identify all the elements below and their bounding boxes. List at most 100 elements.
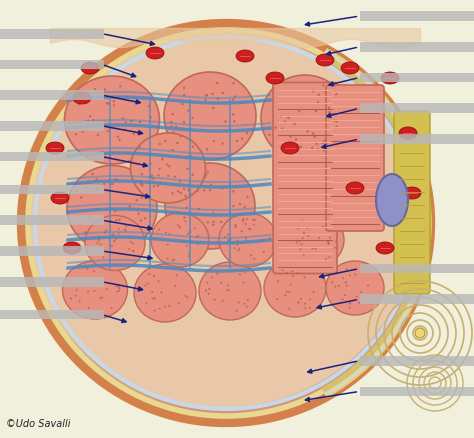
Ellipse shape xyxy=(199,262,261,320)
Ellipse shape xyxy=(346,183,364,194)
Bar xyxy=(360,356,474,366)
Circle shape xyxy=(303,232,305,234)
Circle shape xyxy=(322,85,325,87)
Circle shape xyxy=(88,307,90,309)
Circle shape xyxy=(186,156,188,159)
Circle shape xyxy=(95,208,98,211)
Circle shape xyxy=(177,225,179,226)
Circle shape xyxy=(77,99,79,101)
Circle shape xyxy=(191,174,194,177)
Circle shape xyxy=(96,189,99,191)
Ellipse shape xyxy=(403,187,421,200)
Bar xyxy=(360,135,474,145)
Circle shape xyxy=(415,328,425,338)
Circle shape xyxy=(355,274,356,276)
Circle shape xyxy=(206,149,208,151)
Ellipse shape xyxy=(219,213,277,267)
Circle shape xyxy=(93,271,95,273)
Circle shape xyxy=(100,121,103,124)
Circle shape xyxy=(184,195,187,198)
Bar xyxy=(0,247,104,256)
Ellipse shape xyxy=(46,143,64,155)
Circle shape xyxy=(76,290,78,292)
Circle shape xyxy=(204,99,207,102)
Circle shape xyxy=(253,224,255,226)
Ellipse shape xyxy=(236,51,254,63)
Circle shape xyxy=(328,112,331,114)
Circle shape xyxy=(235,226,237,228)
Circle shape xyxy=(148,273,150,276)
Circle shape xyxy=(78,104,80,106)
Circle shape xyxy=(116,291,118,293)
Circle shape xyxy=(188,255,190,258)
Circle shape xyxy=(149,163,152,166)
Circle shape xyxy=(204,177,206,179)
Circle shape xyxy=(89,116,91,118)
Circle shape xyxy=(311,147,313,150)
Circle shape xyxy=(298,302,300,304)
Circle shape xyxy=(165,232,167,234)
Circle shape xyxy=(189,193,191,196)
Circle shape xyxy=(276,298,278,300)
Circle shape xyxy=(235,215,237,218)
Circle shape xyxy=(117,136,119,139)
Bar xyxy=(0,216,104,226)
Circle shape xyxy=(185,207,188,209)
Circle shape xyxy=(303,254,305,257)
Circle shape xyxy=(241,138,243,141)
Circle shape xyxy=(315,110,318,113)
Circle shape xyxy=(111,184,114,186)
Circle shape xyxy=(184,221,186,223)
Circle shape xyxy=(118,219,121,222)
Circle shape xyxy=(128,249,130,251)
Circle shape xyxy=(214,299,216,301)
Circle shape xyxy=(321,142,324,145)
Circle shape xyxy=(316,143,318,146)
Circle shape xyxy=(136,199,138,202)
Circle shape xyxy=(199,185,201,187)
Circle shape xyxy=(152,298,154,300)
Circle shape xyxy=(361,300,364,302)
Ellipse shape xyxy=(81,63,99,75)
Circle shape xyxy=(304,276,306,279)
Circle shape xyxy=(287,145,290,148)
Circle shape xyxy=(158,229,160,231)
Circle shape xyxy=(106,103,108,105)
Circle shape xyxy=(100,244,102,246)
Circle shape xyxy=(185,245,188,247)
Ellipse shape xyxy=(399,128,417,140)
Circle shape xyxy=(125,97,128,99)
Circle shape xyxy=(313,135,316,138)
Ellipse shape xyxy=(64,77,159,165)
Circle shape xyxy=(149,177,152,179)
Circle shape xyxy=(149,164,151,166)
Circle shape xyxy=(176,142,179,145)
Circle shape xyxy=(313,291,315,293)
Circle shape xyxy=(232,99,235,102)
Circle shape xyxy=(132,251,134,252)
Circle shape xyxy=(118,139,121,141)
Circle shape xyxy=(130,120,133,123)
Circle shape xyxy=(195,237,197,238)
Circle shape xyxy=(130,242,132,244)
Ellipse shape xyxy=(281,143,299,155)
Bar xyxy=(0,30,104,39)
Ellipse shape xyxy=(286,213,344,267)
Circle shape xyxy=(212,107,214,110)
Circle shape xyxy=(115,220,118,222)
Circle shape xyxy=(153,276,155,278)
Circle shape xyxy=(245,240,247,242)
Circle shape xyxy=(177,191,179,193)
Circle shape xyxy=(298,111,301,113)
Circle shape xyxy=(338,285,340,287)
Circle shape xyxy=(164,141,166,143)
Circle shape xyxy=(277,281,279,283)
Circle shape xyxy=(246,196,249,198)
Circle shape xyxy=(220,221,222,224)
Circle shape xyxy=(327,241,329,243)
Circle shape xyxy=(306,227,308,230)
Circle shape xyxy=(234,247,236,250)
Circle shape xyxy=(115,238,117,240)
Circle shape xyxy=(102,257,104,259)
Circle shape xyxy=(303,233,305,234)
